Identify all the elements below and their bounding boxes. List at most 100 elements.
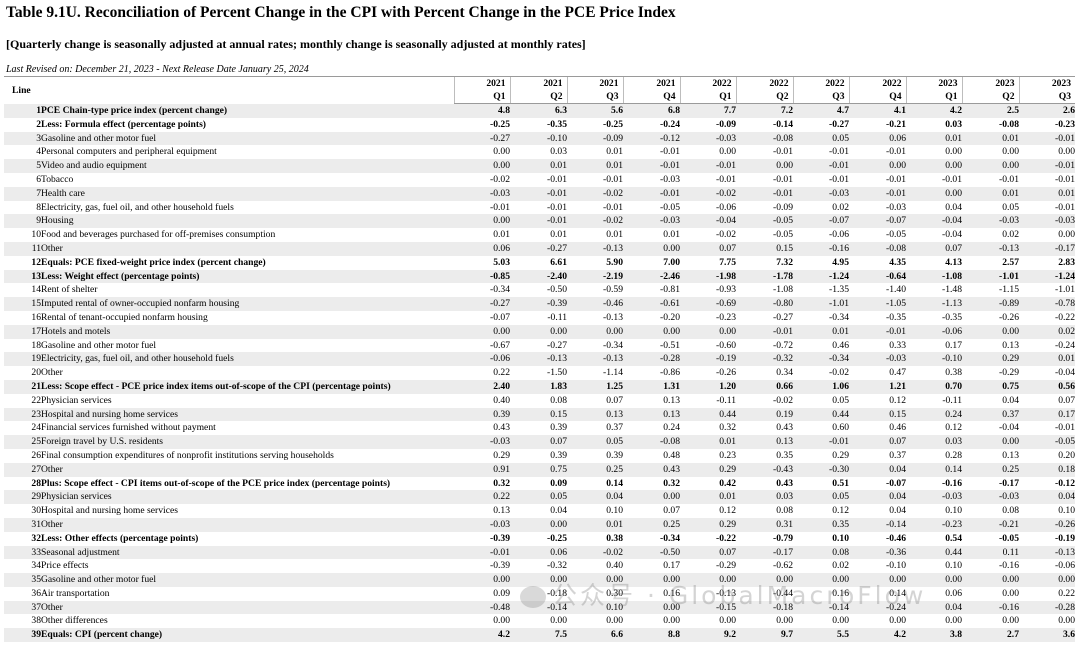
value-cell: 0.00 [1058, 574, 1075, 586]
value-cell: 8.8 [668, 629, 680, 641]
value-cell: 0.70 [945, 380, 962, 392]
value-cell: -0.18 [773, 601, 793, 613]
value-cell: 0.13 [1002, 339, 1019, 351]
row-label: Financial services furnished without pay… [41, 422, 216, 434]
value-cell: 0.02 [832, 201, 849, 213]
value-cell: 0.34 [776, 367, 793, 379]
year-header: 2023 [905, 76, 962, 90]
value-cell: 0.05 [1002, 201, 1019, 213]
value-cell: 0.00 [889, 615, 906, 627]
value-cell: -0.10 [547, 132, 567, 144]
value-cell: -0.01 [660, 187, 680, 199]
line-number: 8 [36, 201, 41, 213]
value-cell: 0.44 [832, 408, 849, 420]
table-row: 28 Plus: Scope effect - CPI items out-of-… [4, 476, 1075, 491]
value-cell: 0.03 [776, 491, 793, 503]
value-cell: -0.01 [547, 215, 567, 227]
quarter-header: Q3 [1018, 90, 1075, 104]
row-label: Other [41, 601, 63, 613]
line-number: 6 [36, 173, 41, 185]
value-cell: 0.07 [606, 394, 623, 406]
table-row: 39 Equals: CPI (percent change) 4.2 7.5 6.6 8… [4, 628, 1075, 643]
table-row: 2 Less: Formula effect (percentage points… [4, 117, 1075, 132]
value-cell: 0.00 [1058, 146, 1075, 158]
value-cell: 0.02 [832, 560, 849, 572]
value-cell: 0.05 [550, 491, 567, 503]
value-cell: -0.03 [1055, 215, 1075, 227]
value-cell: 0.00 [493, 160, 510, 172]
row-label: Housing [41, 215, 74, 227]
value-cell: -0.27 [490, 298, 510, 310]
value-cell: 4.7 [837, 105, 849, 116]
value-cell: -0.08 [886, 242, 906, 254]
value-cell: -0.35 [942, 311, 962, 323]
line-number: 34 [31, 560, 41, 572]
value-cell: -0.20 [660, 311, 680, 323]
table-row: 14 Rent of shelter -0.34 -0.50 -0.59 -0.81 -0.… [4, 283, 1075, 298]
value-cell: -0.89 [999, 298, 1019, 310]
line-number: 31 [31, 518, 41, 530]
value-cell: 0.38 [945, 367, 962, 379]
value-cell: 0.22 [1058, 587, 1075, 599]
value-cell: 0.04 [606, 491, 623, 503]
value-cell: -0.09 [603, 132, 623, 144]
row-label: Gasoline and other motor fuel [41, 132, 157, 144]
value-cell: 0.32 [493, 477, 510, 489]
value-cell: -0.61 [660, 298, 680, 310]
table-row: 4 Personal computers and peripheral equip… [4, 145, 1075, 160]
value-cell: 0.08 [776, 505, 793, 517]
table-row: 20 Other 0.22 -1.50 -1.14 -0.86 -0.26 0.34 -0.02… [4, 366, 1075, 380]
value-cell: 0.00 [493, 325, 510, 337]
value-cell: -0.22 [716, 532, 736, 544]
value-cell: 0.01 [606, 160, 623, 172]
row-label: Other [41, 518, 63, 530]
value-cell: 0.00 [719, 615, 736, 627]
value-cell: 0.05 [832, 394, 849, 406]
value-cell: 0.04 [1002, 394, 1019, 406]
value-cell: -0.01 [773, 146, 793, 158]
line-number: 5 [36, 160, 41, 172]
value-cell: -2.40 [547, 270, 567, 282]
value-cell: -0.05 [773, 229, 793, 241]
line-number: 37 [31, 601, 41, 613]
table-row: 25 Foreign travel by U.S. residents -0.03 0… [4, 435, 1075, 449]
table-row: 5 Video and audio equipment 0.00 0.01 0.01 -0… [4, 159, 1075, 173]
value-cell: -1.48 [942, 284, 962, 296]
value-cell: 0.23 [719, 449, 736, 461]
value-cell: 0.00 [1002, 160, 1019, 172]
value-cell: 0.29 [1002, 353, 1019, 365]
value-cell: 0.29 [719, 463, 736, 475]
value-cell: -0.81 [660, 284, 680, 296]
value-cell: 0.35 [776, 449, 793, 461]
value-cell: -0.02 [603, 546, 623, 558]
value-cell: 4.95 [832, 256, 849, 268]
table-row: 8 Electricity, gas, fuel oil, and other h… [4, 200, 1075, 215]
value-cell: -0.59 [603, 284, 623, 296]
table-subtitle: [Quarterly change is seasonally adjusted… [6, 37, 586, 51]
value-cell: 0.00 [719, 574, 736, 586]
table-row: 36 Air transportation 0.09 -0.18 0.30 0.16 -0.… [4, 586, 1075, 601]
value-cell: -0.07 [829, 215, 849, 227]
quarter-header: Q2 [509, 90, 567, 104]
quarter-header: Q1 [905, 90, 962, 104]
value-cell: -0.13 [547, 353, 567, 365]
value-cell: -0.35 [886, 311, 906, 323]
value-cell: 0.13 [493, 505, 510, 517]
value-cell: 0.56 [1058, 380, 1075, 392]
value-cell: 0.00 [1002, 146, 1019, 158]
year-header-row: Line 2021 2021 2021 2021 2022 2022 2022 2022 202… [4, 76, 1075, 104]
value-cell: 0.00 [550, 574, 567, 586]
value-cell: 0.00 [1058, 615, 1075, 627]
value-cell: -0.03 [490, 518, 510, 530]
line-number: 4 [36, 146, 41, 158]
line-number: 2 [36, 118, 41, 130]
value-cell: 0.00 [663, 325, 680, 337]
value-cell: -0.26 [999, 311, 1019, 323]
value-cell: 0.39 [606, 449, 623, 461]
value-cell: 0.10 [945, 560, 962, 572]
value-cell: -0.60 [716, 339, 736, 351]
value-cell: 0.33 [889, 339, 906, 351]
value-cell: 0.17 [945, 339, 962, 351]
value-cell: 9.7 [781, 629, 793, 641]
value-cell: 0.00 [663, 491, 680, 503]
